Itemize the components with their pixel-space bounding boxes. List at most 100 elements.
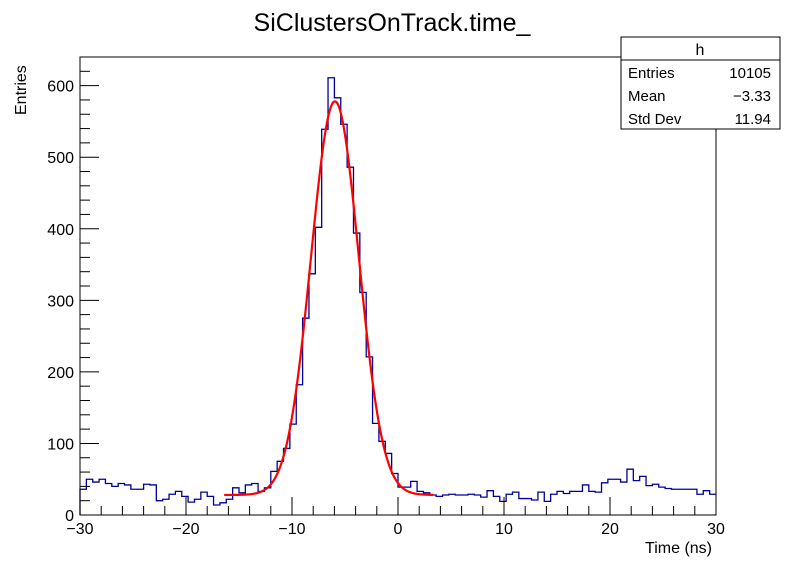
- histogram-bin: [334, 98, 340, 515]
- histogram-bin: [710, 494, 716, 515]
- histogram-bin: [589, 491, 595, 515]
- histogram-bin: [474, 495, 480, 515]
- stats-label-entries: Entries: [628, 65, 675, 82]
- histogram-bin: [582, 485, 588, 515]
- histogram-bin: [341, 124, 347, 515]
- stats-label-mean: Mean: [628, 88, 666, 105]
- histogram-bin: [640, 476, 646, 515]
- y-tick-label: 400: [47, 222, 74, 239]
- histogram-bin: [487, 491, 493, 515]
- histogram-bin: [188, 502, 194, 515]
- stats-value-stddev: 11.94: [735, 111, 771, 128]
- stats-label-stddev: Std Dev: [628, 111, 682, 128]
- histogram-bin: [131, 489, 137, 515]
- histogram-bin: [201, 492, 207, 515]
- stats-value-mean: −3.33: [733, 88, 771, 105]
- histogram-bin: [570, 491, 576, 515]
- stats-value-entries: 10105: [729, 65, 771, 82]
- histogram-outline: [79, 77, 716, 515]
- histogram-bin: [691, 489, 697, 515]
- histogram-bin: [678, 489, 684, 515]
- histogram-bin: [290, 424, 296, 515]
- histogram-bin: [220, 503, 226, 515]
- histogram-bin: [602, 483, 608, 515]
- histogram-bin: [665, 489, 671, 515]
- histogram-bin: [112, 486, 118, 515]
- histogram-bin: [182, 496, 188, 515]
- histogram-bin: [430, 495, 436, 515]
- histogram-bin: [207, 496, 213, 515]
- histogram-bin: [621, 482, 627, 515]
- histogram-bin: [144, 484, 150, 515]
- histogram-bin: [309, 274, 315, 515]
- histogram-bin: [118, 484, 124, 515]
- histogram-bin: [163, 499, 169, 515]
- histogram-bin: [239, 493, 245, 515]
- histogram-bin: [500, 501, 506, 515]
- histogram-bin: [659, 487, 665, 515]
- plot-area: [79, 77, 716, 515]
- histogram-bin: [322, 129, 328, 515]
- histogram-bin: [156, 501, 162, 515]
- histogram-bin: [315, 227, 321, 515]
- histogram-bin: [373, 423, 379, 515]
- x-tick-label: −30: [66, 521, 93, 538]
- histogram-bin: [551, 494, 557, 515]
- histogram-bin: [411, 481, 417, 515]
- stats-title: h: [696, 42, 705, 59]
- histogram-bin: [303, 318, 309, 515]
- x-tick-label: −10: [278, 521, 305, 538]
- histogram-bin: [443, 495, 449, 515]
- histogram-bin: [557, 491, 563, 515]
- histogram-bin: [703, 491, 709, 515]
- x-axis: −30 −20 −10 0 10 20 30: [66, 497, 725, 538]
- histogram-bin: [532, 500, 538, 515]
- histogram-bin: [455, 495, 461, 515]
- y-axis-label: Entries: [13, 65, 30, 115]
- histogram-bin: [347, 167, 353, 515]
- histogram-bin: [226, 499, 232, 515]
- x-tick-label: −20: [172, 521, 199, 538]
- histogram-bin: [646, 486, 652, 515]
- histogram-bin: [506, 494, 512, 515]
- histogram-bin: [93, 482, 99, 515]
- x-tick-label: 30: [707, 521, 725, 538]
- y-tick-label: 100: [47, 436, 74, 453]
- histogram-bin: [194, 499, 200, 515]
- histogram-bin: [175, 491, 181, 515]
- chart-title: SiClustersOnTrack.time_: [254, 9, 532, 37]
- histogram-bin: [595, 492, 601, 515]
- histogram-bin: [671, 489, 677, 515]
- histogram-bin: [99, 479, 105, 515]
- y-tick-label: 300: [47, 293, 74, 310]
- histogram-bin: [525, 499, 531, 515]
- histogram-bin: [125, 485, 131, 515]
- histogram-bin: [684, 489, 690, 515]
- histogram-bin: [627, 469, 633, 515]
- histogram-bin: [449, 494, 455, 515]
- x-tick-label: 10: [495, 521, 513, 538]
- histogram-bin: [233, 488, 239, 515]
- histogram-bin: [423, 493, 429, 515]
- histogram-bin: [258, 491, 264, 515]
- histogram-bin: [468, 494, 474, 515]
- x-tick-label: 20: [601, 521, 619, 538]
- histogram-bin: [538, 492, 544, 515]
- histogram-bin: [633, 481, 639, 515]
- histogram-bin: [563, 494, 569, 515]
- histogram-bin: [105, 484, 111, 515]
- y-tick-label: 500: [47, 150, 74, 167]
- x-axis-label: Time (ns): [645, 540, 712, 557]
- y-tick-label: 200: [47, 365, 74, 382]
- histogram-bin: [86, 479, 92, 515]
- histogram-bin: [137, 489, 143, 515]
- x-tick-label: 0: [394, 521, 403, 538]
- histogram-bin: [462, 495, 468, 515]
- histogram-bin: [398, 487, 404, 515]
- histogram-bin: [296, 385, 302, 515]
- y-tick-label: 600: [47, 79, 74, 96]
- histogram-bin: [328, 78, 334, 515]
- histogram-bin: [512, 492, 518, 515]
- histogram-bin: [353, 233, 359, 515]
